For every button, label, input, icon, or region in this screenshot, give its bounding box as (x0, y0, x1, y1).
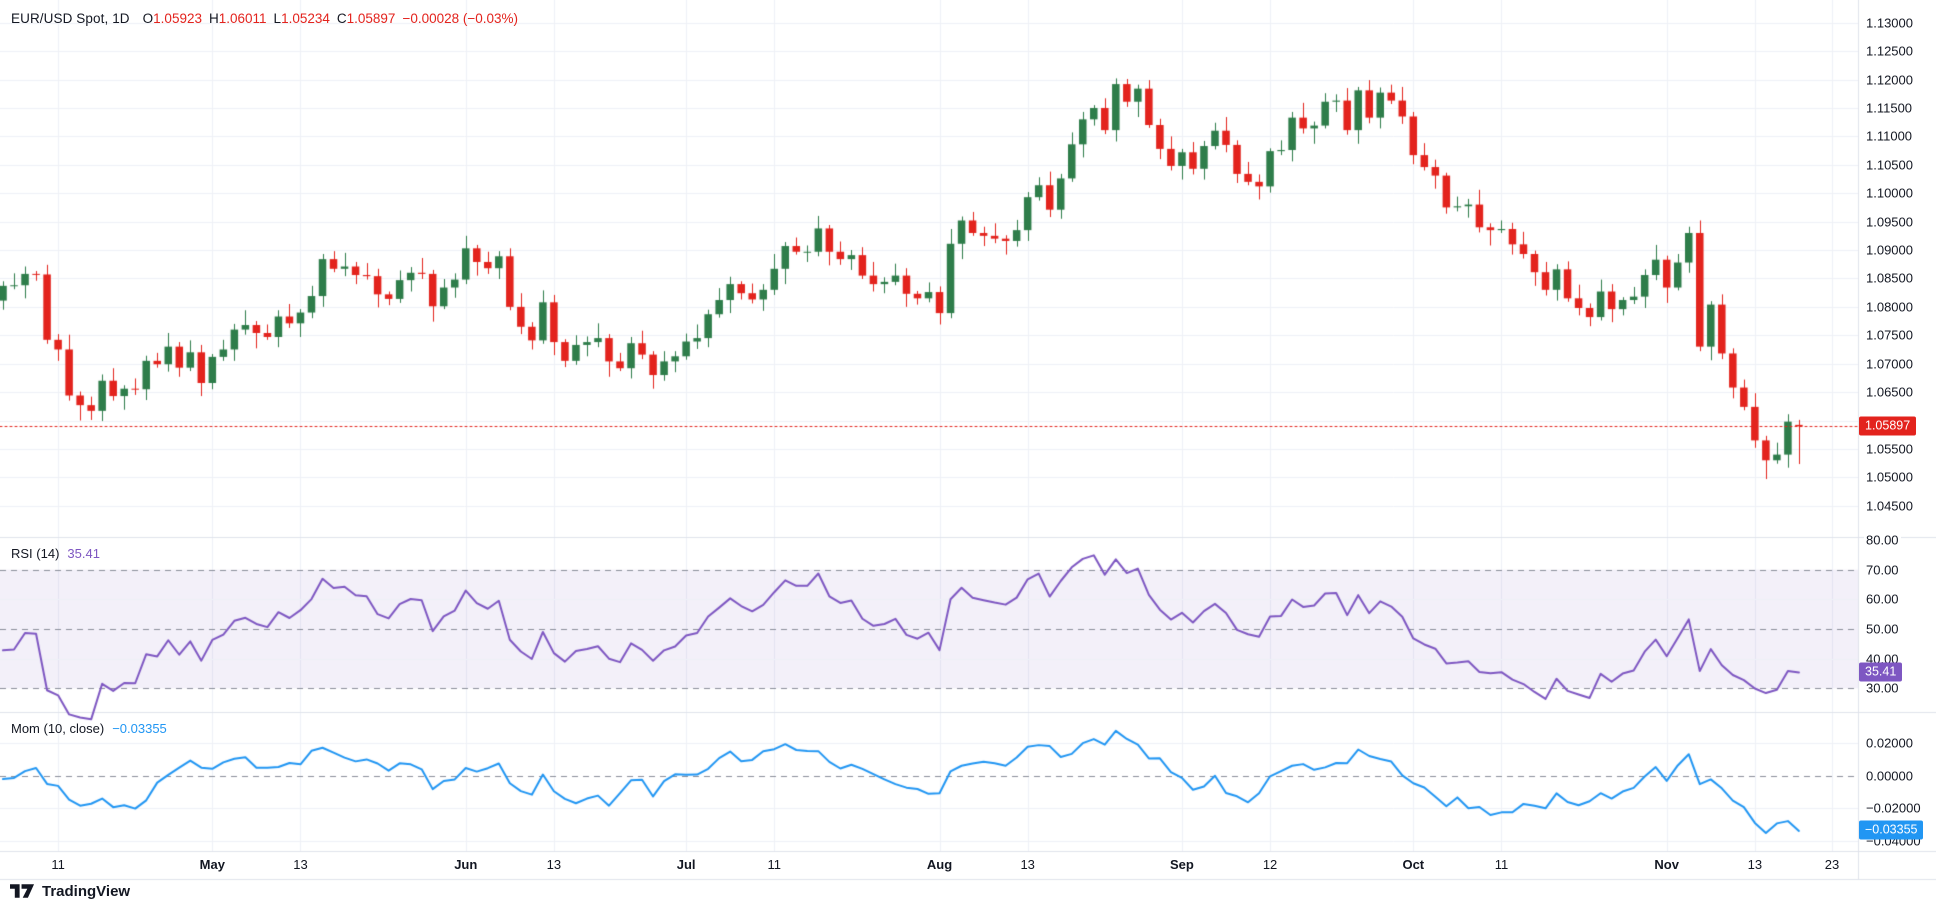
price-axis-label: 1.13000 (1864, 15, 1915, 31)
rsi-value-badge: 35.41 (1859, 662, 1903, 682)
price-axis-label: 1.12500 (1864, 43, 1915, 59)
rsi-axis-label: 80.00 (1864, 532, 1901, 548)
price-axis-label: 1.05500 (1864, 441, 1915, 457)
time-axis-label: 13 (293, 857, 308, 872)
time-axis-label: Jun (454, 857, 478, 872)
rsi-axis-label: 30.00 (1864, 680, 1901, 696)
rsi-legend[interactable]: RSI (14) 35.41 (11, 546, 100, 561)
mom-value-badge: −0.03355 (1859, 820, 1924, 840)
time-axis-label: 13 (1020, 857, 1035, 872)
time-axis-label: May (199, 857, 225, 872)
rsi-axis-label: 70.00 (1864, 562, 1901, 578)
price-axis-label: 1.09500 (1864, 214, 1915, 230)
symbol-legend[interactable]: EUR/USD Spot, 1D O 1.05923 H 1.06011 L 1.05… (11, 11, 518, 26)
current-price-badge: 1.05897 (1859, 416, 1917, 436)
tradingview-attribution[interactable]: TradingView (10, 883, 130, 900)
time-axis-label: 13 (1747, 857, 1763, 872)
price-axis-label: 1.11000 (1864, 128, 1915, 144)
high-value: H 1.06011 (208, 11, 267, 26)
mom-label: Mom (10, close) (11, 721, 105, 736)
price-axis-label: 1.07000 (1864, 356, 1915, 372)
time-axis-label: 11 (767, 857, 782, 872)
price-axis-label: 1.12000 (1864, 72, 1915, 88)
time-axis-label: Sep (1170, 857, 1194, 872)
mom-legend[interactable]: Mom (10, close) −0.03355 (11, 721, 167, 736)
time-axis-label: 11 (51, 857, 65, 872)
price-axis-label: 1.08500 (1864, 270, 1915, 286)
price-axis-label: 1.07500 (1864, 327, 1915, 343)
rsi-axis-label: 50.00 (1864, 621, 1901, 637)
change-value: −0.00028 (−0.03%) (402, 11, 519, 26)
price-axis-label: 1.09000 (1864, 242, 1915, 258)
time-axis-label: 11 (1494, 857, 1509, 872)
rsi-value: 35.41 (67, 546, 100, 561)
low-value: L 1.05234 (273, 11, 330, 26)
mom-axis-label: 0.00000 (1864, 768, 1915, 784)
open-value: O 1.05923 (142, 11, 202, 26)
price-axis-label: 1.05000 (1864, 469, 1915, 485)
time-axis-label: Jul (676, 857, 696, 872)
time-axis-label: 23 (1824, 857, 1840, 872)
price-axis-label: 1.10500 (1864, 157, 1915, 173)
time-axis-label: Nov (1654, 857, 1679, 872)
close-value: C 1.05897 (336, 11, 396, 26)
price-axis-label: 1.04500 (1864, 498, 1915, 514)
time-axis-label: 12 (1262, 857, 1278, 872)
price-axis-label: 1.11500 (1864, 100, 1915, 116)
symbol-title: EUR/USD Spot, 1D (11, 11, 130, 26)
rsi-axis-label: 40.00 (1864, 651, 1901, 667)
price-axis-label: 1.10000 (1864, 185, 1915, 201)
mom-axis-label: 0.02000 (1864, 735, 1915, 751)
rsi-label: RSI (14) (11, 546, 60, 561)
time-axis-label: Aug (926, 857, 953, 872)
time-axis-label: 13 (546, 857, 562, 872)
price-axis-label: 1.06500 (1864, 384, 1915, 400)
time-axis-label: Oct (1402, 857, 1425, 872)
price-axis-label: 1.08000 (1864, 299, 1915, 315)
mom-value: −0.03355 (112, 721, 167, 736)
tradingview-logo-icon (10, 884, 35, 898)
rsi-axis-label: 60.00 (1864, 591, 1901, 607)
mom-axis-label: −0.02000 (1864, 800, 1923, 816)
tradingview-logo-text: TradingView (42, 883, 131, 900)
